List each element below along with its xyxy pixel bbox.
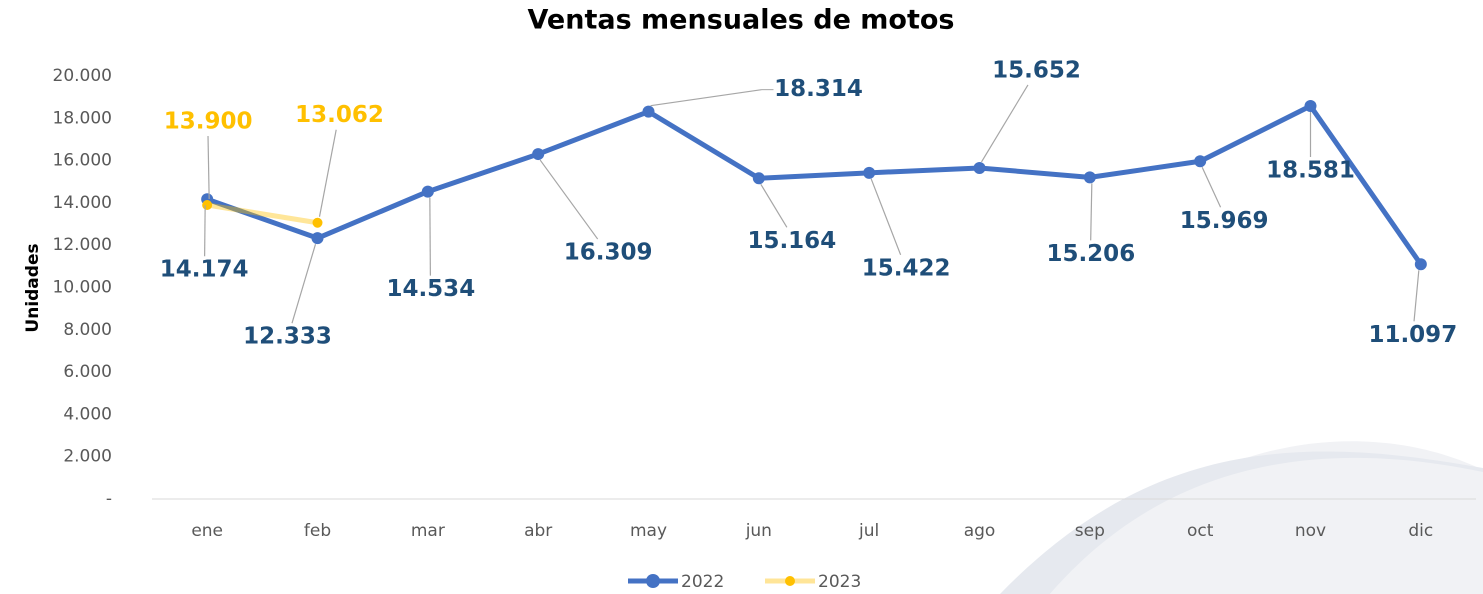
- leader-line: [207, 136, 210, 200]
- leader-line: [760, 183, 788, 228]
- y-tick-label: -: [106, 489, 112, 509]
- data-label: 18.314: [774, 76, 863, 102]
- data-label: 14.534: [386, 276, 475, 302]
- background-swoosh: [1050, 441, 1483, 594]
- x-tick-label: ago: [964, 521, 996, 541]
- chart-title: Ventas mensuales de motos: [527, 5, 954, 36]
- x-tick-label: ene: [191, 521, 223, 541]
- data-point: [752, 172, 765, 185]
- y-tick-label: 14.000: [53, 193, 112, 213]
- data-point: [312, 217, 323, 228]
- leader-line: [1413, 270, 1420, 322]
- y-tick-label: 20.000: [53, 66, 112, 86]
- data-point: [311, 232, 324, 245]
- x-tick-label: jul: [858, 521, 879, 541]
- series-line: [206, 103, 1423, 266]
- data-label: 11.097: [1368, 322, 1457, 348]
- y-axis-label: Unidades: [23, 243, 43, 332]
- data-label: 15.652: [992, 57, 1081, 83]
- data-label: 15.206: [1046, 241, 1135, 267]
- y-tick-label: 4.000: [63, 404, 112, 424]
- series-line: [206, 202, 318, 226]
- data-label: 18.581: [1266, 158, 1355, 184]
- data-label: 13.900: [164, 109, 253, 135]
- leader-line: [539, 159, 599, 240]
- legend-label: 2022: [681, 572, 724, 592]
- leader-line: [1090, 183, 1093, 241]
- background-swoosh: [1000, 451, 1483, 594]
- legend-label: 2023: [818, 572, 861, 592]
- x-tick-label: mar: [411, 521, 445, 541]
- x-tick-label: abr: [524, 521, 552, 541]
- data-point: [973, 161, 986, 174]
- leader-line: [429, 197, 431, 276]
- data-label: 16.309: [564, 240, 653, 266]
- y-tick-label: 10.000: [53, 278, 112, 298]
- y-tick-label: 16.000: [53, 151, 112, 171]
- data-point: [1414, 258, 1427, 271]
- leader-line: [318, 129, 337, 217]
- data-point: [1194, 155, 1207, 168]
- y-tick-label: 8.000: [63, 320, 112, 340]
- data-point: [202, 200, 213, 211]
- legend-marker: [785, 576, 795, 586]
- x-tick-label: may: [630, 521, 667, 541]
- y-tick-label: 2.000: [63, 447, 112, 467]
- legend-marker: [646, 574, 660, 588]
- data-label: 13.062: [295, 102, 384, 128]
- y-tick-label: 12.000: [53, 235, 112, 255]
- leader-line: [204, 205, 206, 257]
- data-label: 15.164: [747, 228, 836, 254]
- x-tick-label: jun: [745, 521, 772, 541]
- data-point: [1083, 171, 1096, 184]
- data-label: 14.174: [160, 257, 249, 283]
- y-tick-label: 18.000: [53, 108, 112, 128]
- x-tick-label: sep: [1075, 521, 1105, 541]
- data-point: [532, 148, 545, 161]
- data-label: 15.422: [862, 255, 951, 281]
- data-point: [863, 166, 876, 179]
- leader-line: [980, 84, 1029, 163]
- x-tick-label: dic: [1408, 521, 1433, 541]
- x-tick-label: nov: [1295, 521, 1326, 541]
- data-label: 15.969: [1180, 208, 1269, 234]
- data-label: 12.333: [243, 324, 332, 350]
- data-point: [421, 185, 434, 198]
- leader-line: [650, 89, 762, 107]
- x-tick-label: oct: [1187, 521, 1214, 541]
- x-tick-label: feb: [304, 521, 331, 541]
- leader-line: [870, 178, 902, 256]
- data-point: [1304, 100, 1317, 113]
- y-tick-label: 6.000: [63, 362, 112, 382]
- leader-line: [291, 243, 317, 324]
- leader-line: [1201, 167, 1222, 208]
- data-point: [642, 105, 655, 118]
